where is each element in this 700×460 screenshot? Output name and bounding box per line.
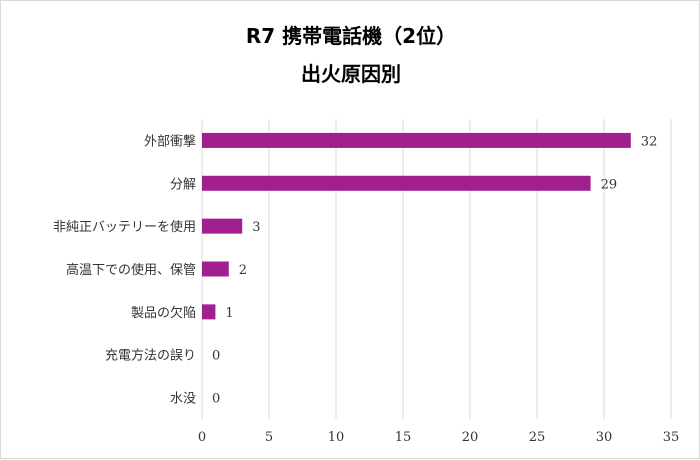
data-label: 1	[225, 306, 233, 321]
category-label: 充電方法の誤り	[105, 348, 196, 364]
category-label: 非純正バッテリーを使用	[53, 219, 196, 235]
x-axis-tick-labels: 0 5 10 15 20 25 30 35	[198, 430, 679, 445]
category-label: 分解	[170, 177, 196, 192]
bar-4	[202, 304, 216, 320]
data-label: 32	[641, 134, 658, 149]
category-label: 水没	[170, 392, 196, 407]
category-label: 高温下での使用、保管	[66, 262, 196, 278]
bar-0	[202, 132, 631, 148]
chart-title: R7 携帯電話機（2位）	[246, 24, 456, 48]
x-tick-label: 15	[395, 430, 412, 445]
bar-2	[202, 218, 243, 234]
data-label: 2	[239, 263, 247, 278]
data-label: 3	[252, 220, 260, 235]
bar-3	[202, 261, 229, 277]
x-tick-label: 35	[663, 430, 680, 445]
x-tick-label: 10	[328, 430, 345, 445]
bar-1	[202, 175, 591, 191]
data-label: 0	[212, 392, 220, 407]
x-tick-label: 20	[462, 430, 479, 445]
chart-subtitle: 出火原因別	[301, 62, 401, 86]
category-labels: 外部衝撃分解非純正バッテリーを使用高温下での使用、保管製品の欠陥充電方法の誤り水…	[53, 133, 196, 406]
category-label: 製品の欠陥	[131, 305, 196, 321]
data-label: 0	[212, 349, 220, 364]
data-label: 29	[601, 177, 618, 192]
bars	[202, 132, 631, 320]
x-tick-label: 25	[529, 430, 546, 445]
x-tick-label: 30	[596, 430, 613, 445]
gridlines	[201, 119, 672, 419]
x-tick-label: 5	[265, 430, 273, 445]
category-label: 外部衝撃	[144, 133, 196, 149]
x-tick-label: 0	[198, 430, 206, 445]
